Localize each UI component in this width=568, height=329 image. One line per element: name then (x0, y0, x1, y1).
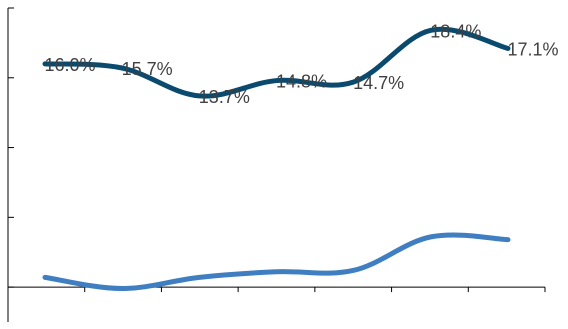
series-2-point-2 (120, 286, 125, 291)
series-2-point-7 (506, 237, 511, 242)
data-label-3: 13.7% (199, 87, 250, 107)
series-2-point-1 (43, 275, 48, 280)
data-label-4: 14.8% (276, 72, 327, 92)
series-layer (43, 28, 511, 291)
data-label-6: 18.4% (430, 21, 481, 41)
series-2-point-5 (351, 268, 356, 273)
data-labels: 16.0% 15.7% 13.7% 14.8% 14.7% 18.4% 17.1% (44, 21, 558, 107)
data-label-2: 15.7% (122, 59, 173, 79)
series-2-point-4 (274, 269, 279, 274)
data-label-5: 14.7% (353, 73, 404, 93)
series-2-point-3 (197, 275, 202, 280)
data-label-7: 17.1% (507, 39, 558, 59)
data-label-1: 16.0% (44, 55, 95, 75)
series-2-line (45, 235, 508, 289)
series-2-point-6 (428, 234, 433, 239)
